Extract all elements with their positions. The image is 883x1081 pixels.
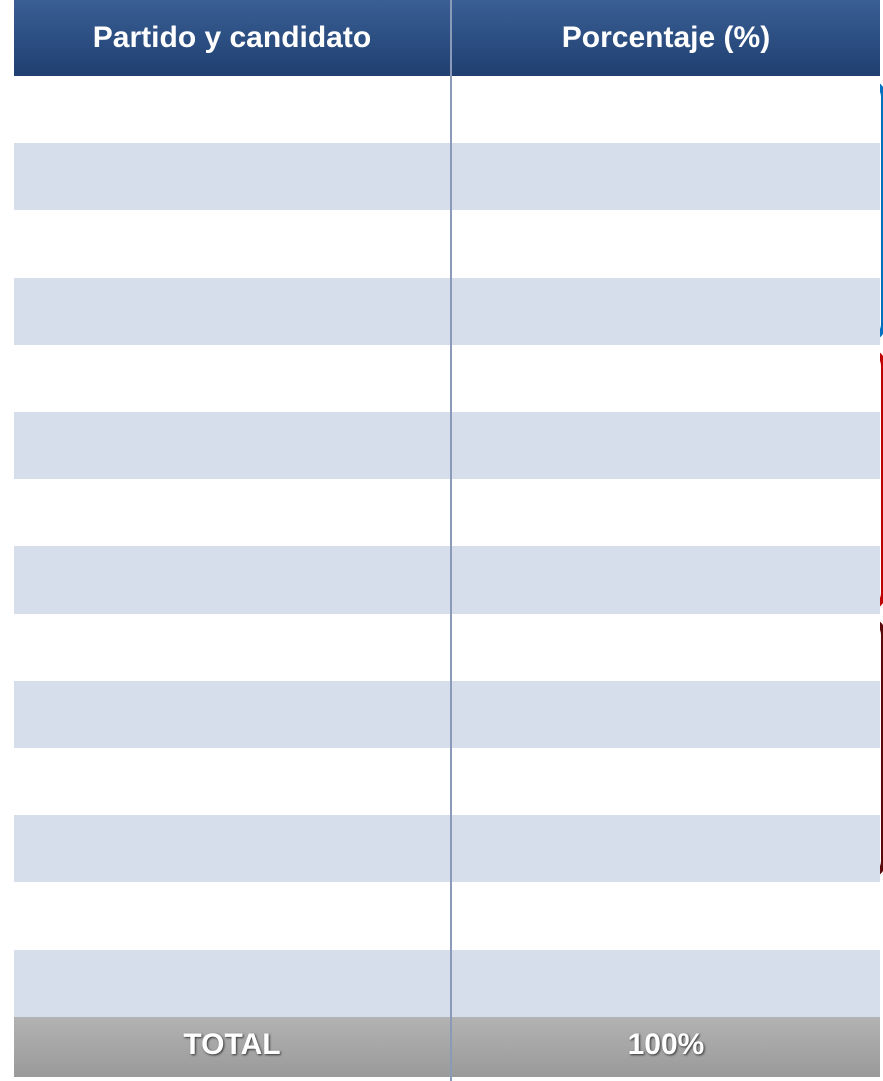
row-background (14, 479, 880, 547)
total-label: TOTAL (14, 1013, 450, 1077)
row-background (14, 949, 880, 1017)
row-background (14, 412, 880, 480)
header-left: Partido y candidato (14, 0, 450, 76)
total-value: 100% (452, 1013, 880, 1077)
row-background (14, 344, 880, 412)
row-background (14, 277, 880, 345)
row-background (14, 613, 880, 681)
row-background (14, 748, 880, 816)
header-right: Porcentaje (%) (452, 0, 880, 76)
row-background (14, 76, 880, 144)
row-background (14, 680, 880, 748)
row-background (14, 546, 880, 614)
row-background (14, 882, 880, 950)
row-background (14, 210, 880, 278)
row-background (14, 815, 880, 883)
row-background (14, 143, 880, 211)
column-divider (450, 0, 452, 1081)
